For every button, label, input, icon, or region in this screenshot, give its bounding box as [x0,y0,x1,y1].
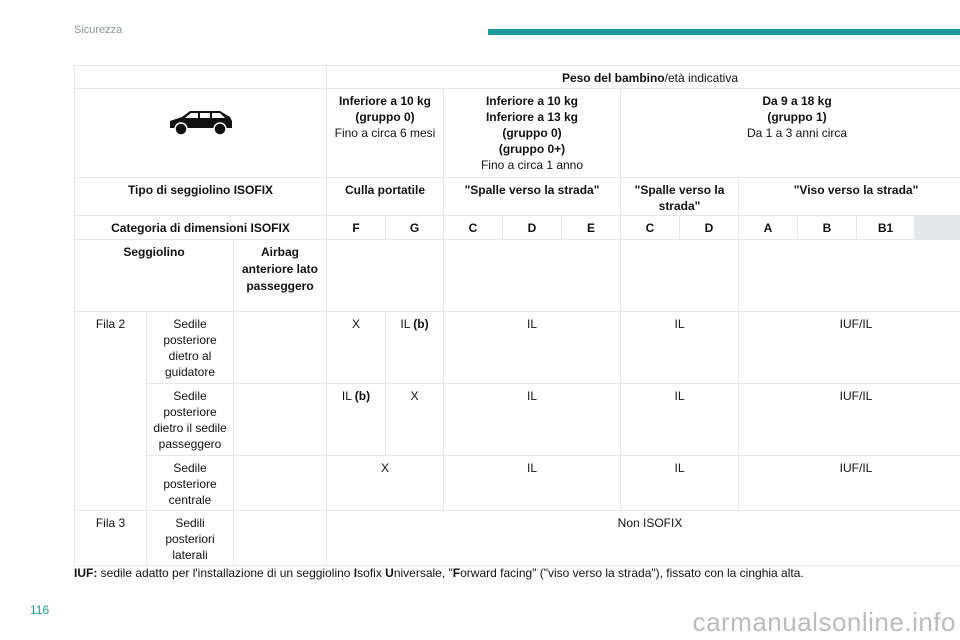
seggiolino-label: Seggiolino [75,240,233,311]
group1-header: Da 9 a 18 kg (gruppo 1) Da 1 a 3 anni cir… [621,89,960,177]
categoria-cell: A [739,216,797,239]
empty-cell [75,66,326,88]
seat-label: Sedile posteriore dietro al guidatore [147,312,233,383]
fn-part: orward facing" ("viso verso la strada"),… [460,566,804,580]
tipo-label: Tipo di seggiolino ISOFIX [75,178,326,215]
value-cell: X [386,384,443,455]
value-cell: IL [621,312,738,383]
value-cell: IUF/IL [739,384,960,455]
fn-part: sofix [357,566,386,580]
seat-label: Sedili posteriori laterali [147,511,233,565]
value-note: (b) [413,317,429,331]
empty-cell [739,240,960,311]
seat-label: Sedile posteriore centrale [147,456,233,510]
value-main: IL [400,317,414,331]
section-accent-bar [488,29,960,35]
fn-part: niversale, " [393,566,453,580]
value-note: (b) [354,389,371,403]
value-cell: IL [444,384,620,455]
value-cell: IUF/IL [739,456,960,510]
value-cell: Non ISOFIX [327,511,960,565]
value-cell: X [327,456,443,510]
categoria-cell: B [798,216,856,239]
group0plus-header: Inferiore a 10 kg Inferiore a 13 kg (gru… [444,89,620,177]
empty-cell [621,240,738,311]
categoria-cell: F [327,216,385,239]
value-cell: IL [621,384,738,455]
peso-rest: /età indicativa [664,71,739,85]
watermark: carmanualsonline.info [692,607,956,637]
value-cell: IL [444,456,620,510]
fn-part: I [353,566,358,580]
empty-cell [234,384,326,455]
group0-header: Inferiore a 10 kg (gruppo 0) Fino a circa… [327,89,443,177]
value-cell: IL [444,312,620,383]
fila2-label: Fila 2 [75,312,146,510]
footnote: IUF: sedile adatto per l'installazione d… [74,566,804,580]
fn-part: F [452,566,461,580]
categoria-cell: C [444,216,502,239]
car-cell [75,89,326,177]
empty-cell [327,240,443,311]
value-cell: IUF/IL [739,312,960,383]
seat-label: Sedile posteriore dietro il sedile passe… [147,384,233,455]
peso-bold: Peso del bambino [561,71,665,85]
value-cell: IL [621,456,738,510]
empty-cell [234,456,326,510]
categoria-cell: C [621,216,679,239]
empty-cell [444,240,620,311]
tipo-cell: "Viso verso la strada" [739,178,960,215]
value-cell: IL (b) [386,312,443,383]
airbag-label: Airbag anteriore lato passeggero [234,240,326,311]
tipo-cell: "Spalle verso la strada" [444,178,620,215]
fila3-label: Fila 3 [75,511,146,565]
value-cell: IL (b) [327,384,385,455]
fn-part: sedile adatto per l'installazione di un … [97,566,354,580]
value-main: IL [341,389,355,403]
fn-part: U [385,566,394,580]
car-icon [169,111,232,136]
categoria-cell: D [680,216,738,239]
group0plus-title: Inferiore a 10 kg Inferiore a 13 kg (gru… [485,94,579,156]
group1-age: Da 1 a 3 anni circa [746,126,848,140]
page-number: 116 [30,603,50,617]
empty-cell [234,312,326,383]
empty-cell [234,511,326,565]
fn-part: IUF: [74,566,98,580]
value-cell: X [327,312,385,383]
categoria-cell: G [386,216,443,239]
categoria-cell: B1 [857,216,914,239]
group1-title: Da 9 a 18 kg (gruppo 1) [762,94,832,124]
peso-header: Peso del bambino/età indicativa [327,66,960,88]
tipo-cell: "Spalle verso la strada" [621,178,738,215]
group0-title: Inferiore a 10 kg (gruppo 0) [338,94,432,124]
tipo-cell: Culla portatile [327,178,443,215]
group0plus-age: Fino a circa 1 anno [480,158,584,172]
group0-age: Fino a circa 6 mesi [334,126,436,140]
section-title: Sicurezza [74,24,123,36]
isofix-table: Peso del bambino/età indicativa Inferior… [74,65,960,566]
categoria-cell: D [503,216,561,239]
categoria-cell: E [562,216,620,239]
categoria-label: Categoria di dimensioni ISOFIX [75,216,326,239]
